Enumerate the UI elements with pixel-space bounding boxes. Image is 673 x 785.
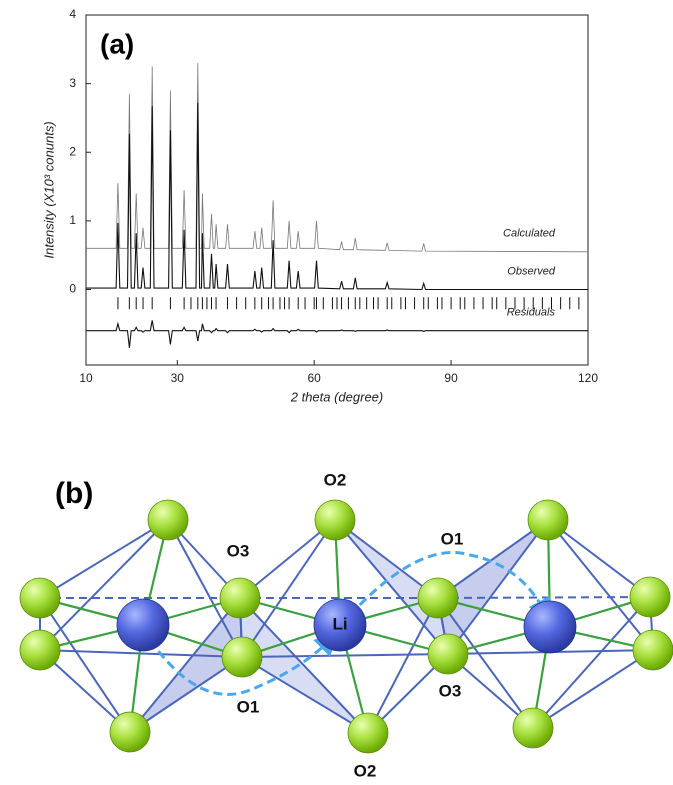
diagram [19,499,673,754]
bond-edge [39,649,243,658]
series-label: Observed [507,265,556,277]
bond-edge [167,519,243,658]
bond-edge [239,519,336,599]
y-tick-label: 0 [69,282,76,296]
bond-edge [532,649,654,729]
panel-label: (a) [100,28,134,59]
atom-label: O1 [237,697,260,716]
panel-label: (b) [55,477,93,510]
bond-edge [129,656,243,733]
x-tick-label: 10 [79,371,93,385]
oxygen-atom [527,499,569,541]
atom-label: Li [332,614,347,633]
bond-edge [39,597,131,733]
oxygen-atom [347,712,389,754]
x-axis-label: 2 theta (degree) [290,389,384,404]
y-tick-label: 4 [69,7,76,21]
plot-frame [85,14,589,366]
lithium-atom [116,598,170,652]
lithium-atom [313,598,367,652]
atom-label: O3 [227,541,250,560]
x-tick-label: 120 [578,371,598,385]
chart: 10 30 60 90 120 0 1 2 3 4 Calculated Observed Residu… [69,7,598,385]
bond-edge [532,596,651,729]
atom-label: O1 [441,529,464,548]
bond-edge [334,519,449,655]
atom-label: O2 [354,761,377,780]
x-tick-label: 60 [308,371,322,385]
x-tick-label: 90 [444,371,458,385]
bond-edge [547,519,654,651]
oxygen-atom [314,499,356,541]
oxygen-atom [417,577,459,619]
lithium-atom [523,600,577,654]
oxygen-atom [109,711,151,753]
oxygen-atom [427,633,469,675]
hop-path [348,551,551,623]
oxygen-atom [147,499,189,541]
series-line [86,102,588,291]
oxygen-atom [221,636,263,678]
oxygen-atom [19,629,61,671]
y-tick-label: 1 [69,213,76,227]
oxygen-atom [219,577,261,619]
atom-label: O2 [324,470,347,489]
oxygen-atom [629,576,671,618]
bond-edge [437,519,549,599]
y-axis-label: Intensity (X10³ conunts) [41,121,56,258]
bond-edge [241,519,336,658]
series-line [86,62,589,253]
x-tick-label: 30 [171,371,185,385]
bond-edge [241,656,369,734]
shaded-face [438,520,548,654]
bond-edge [39,519,169,651]
bond-edge [547,519,651,598]
bond-edge [367,597,439,734]
bond-edge [437,597,534,729]
atom-label: O3 [439,681,462,700]
bond-edge [241,653,449,658]
bond-edge [437,596,651,599]
series-label: Calculated [503,228,556,240]
oxygen-atom [512,707,554,749]
bond-edge [39,519,169,599]
y-tick-label: 2 [69,144,76,158]
oxygen-atom [632,629,673,671]
series-label: Residuals [507,307,556,319]
bond-edge [239,597,369,734]
hop-path [148,631,339,696]
oxygen-atom [19,577,61,619]
bond-edge [334,519,439,599]
bond-edge [447,519,549,655]
y-tick-label: 3 [69,76,76,90]
series-line [86,320,588,348]
